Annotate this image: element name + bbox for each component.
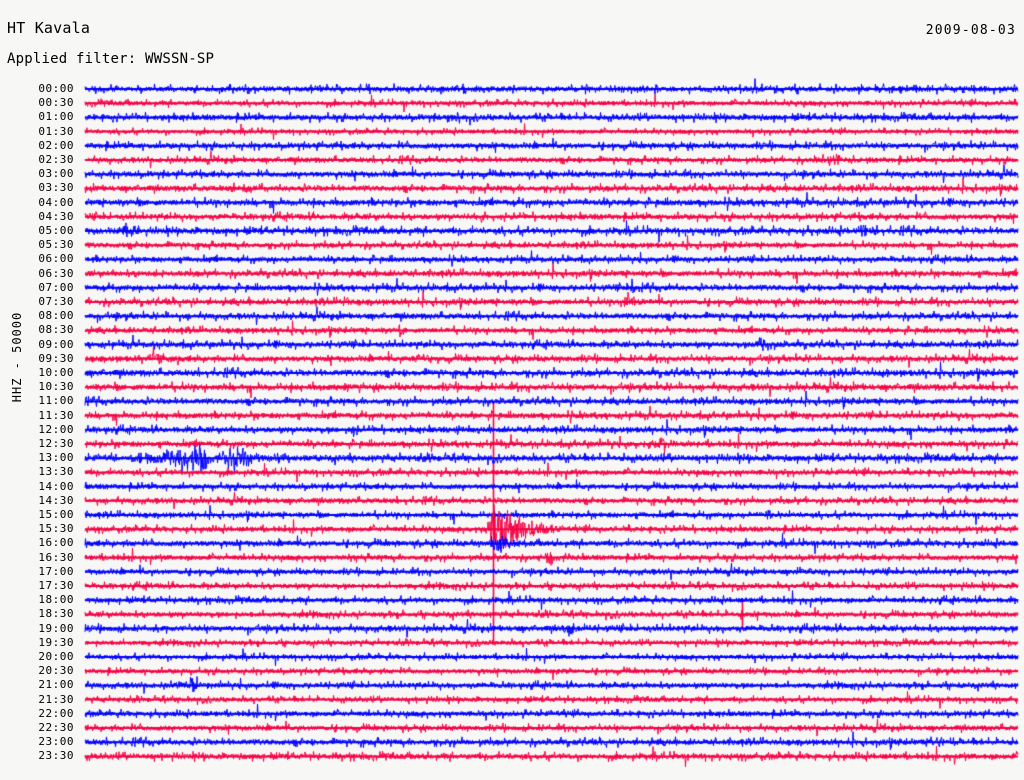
time-axis-tick-label: 14:00 xyxy=(38,479,74,493)
time-axis-tick-label: 00:00 xyxy=(38,82,74,95)
page-title: HT Kavala xyxy=(7,19,91,37)
time-axis-tick-label: 19:00 xyxy=(38,621,74,635)
time-axis-tick-label: 17:30 xyxy=(38,579,74,592)
time-axis-tick-label: 22:00 xyxy=(38,706,74,720)
time-axis-tick-label: 20:30 xyxy=(38,664,74,678)
time-axis-tick-label: 07:30 xyxy=(38,295,74,308)
time-axis-tick-label: 13:30 xyxy=(38,465,74,479)
time-axis-tick-label: 15:30 xyxy=(38,522,74,536)
time-axis-tick-label: 01:00 xyxy=(38,110,74,124)
time-axis-tick-label: 09:30 xyxy=(38,351,74,365)
time-axis-tick-label: 22:30 xyxy=(38,721,74,734)
time-axis-tick-label: 23:00 xyxy=(38,735,74,749)
time-axis-tick-label: 21:30 xyxy=(38,692,74,706)
time-axis-tick-label: 11:30 xyxy=(38,408,74,422)
time-axis-tick-label: 14:30 xyxy=(38,493,74,507)
time-axis-tick-label: 08:30 xyxy=(38,323,74,337)
time-axis-tick-label: 10:00 xyxy=(38,366,74,379)
time-axis-tick-label: 16:00 xyxy=(38,536,74,550)
time-axis-tick-label: 08:00 xyxy=(38,309,74,323)
time-axis-tick-label: 00:30 xyxy=(38,96,74,110)
time-axis-tick-label: 09:00 xyxy=(38,337,74,351)
time-axis-tick-label: 04:00 xyxy=(38,195,74,209)
time-axis-tick-label: 20:00 xyxy=(38,650,74,663)
time-axis-tick-label: 07:00 xyxy=(38,280,74,294)
seismic-trace-canvas xyxy=(0,78,1024,778)
time-axis-tick-label: 12:00 xyxy=(38,422,74,436)
time-axis-tick-label: 01:30 xyxy=(38,124,74,138)
time-axis-tick-label: 13:00 xyxy=(38,451,74,465)
time-axis-tick-label: 05:30 xyxy=(38,238,74,252)
time-axis-tick-label: 03:30 xyxy=(38,181,74,195)
time-axis-tick-label: 18:30 xyxy=(38,607,74,621)
time-axis-tick-label: 10:30 xyxy=(38,380,74,394)
time-axis-tick-label: 15:00 xyxy=(38,508,74,521)
time-axis-tick-label: 12:30 xyxy=(38,437,74,450)
time-axis-tick-label: 21:00 xyxy=(38,678,74,692)
helicorder-plot-area: 00:00 00:30 01:00 01:30 02:00 02:30 03:00 03:30… xyxy=(0,78,1024,778)
applied-filter-label: Applied filter: WWSSN-SP xyxy=(7,51,215,67)
time-axis-tick-label: 02:00 xyxy=(38,138,74,152)
time-axis-tick-label: 11:00 xyxy=(38,394,74,408)
time-axis-tick-label: 17:00 xyxy=(38,564,74,578)
time-axis-tick-label: 19:30 xyxy=(38,635,74,649)
time-axis-tick-label: 03:00 xyxy=(38,167,74,181)
time-axis-tick-label: 02:30 xyxy=(38,153,74,166)
time-axis-tick-label: 18:00 xyxy=(38,593,74,607)
time-axis-tick-label: 05:00 xyxy=(38,224,74,237)
time-axis-tick-label: 06:00 xyxy=(38,252,74,266)
time-axis-tick-label: 04:30 xyxy=(38,209,74,223)
time-axis-tick-label: 23:30 xyxy=(38,749,74,763)
record-date: 2009-08-03 xyxy=(925,23,1016,38)
time-axis-tick-label: 06:30 xyxy=(38,266,74,280)
time-axis-tick-label: 16:30 xyxy=(38,550,74,564)
